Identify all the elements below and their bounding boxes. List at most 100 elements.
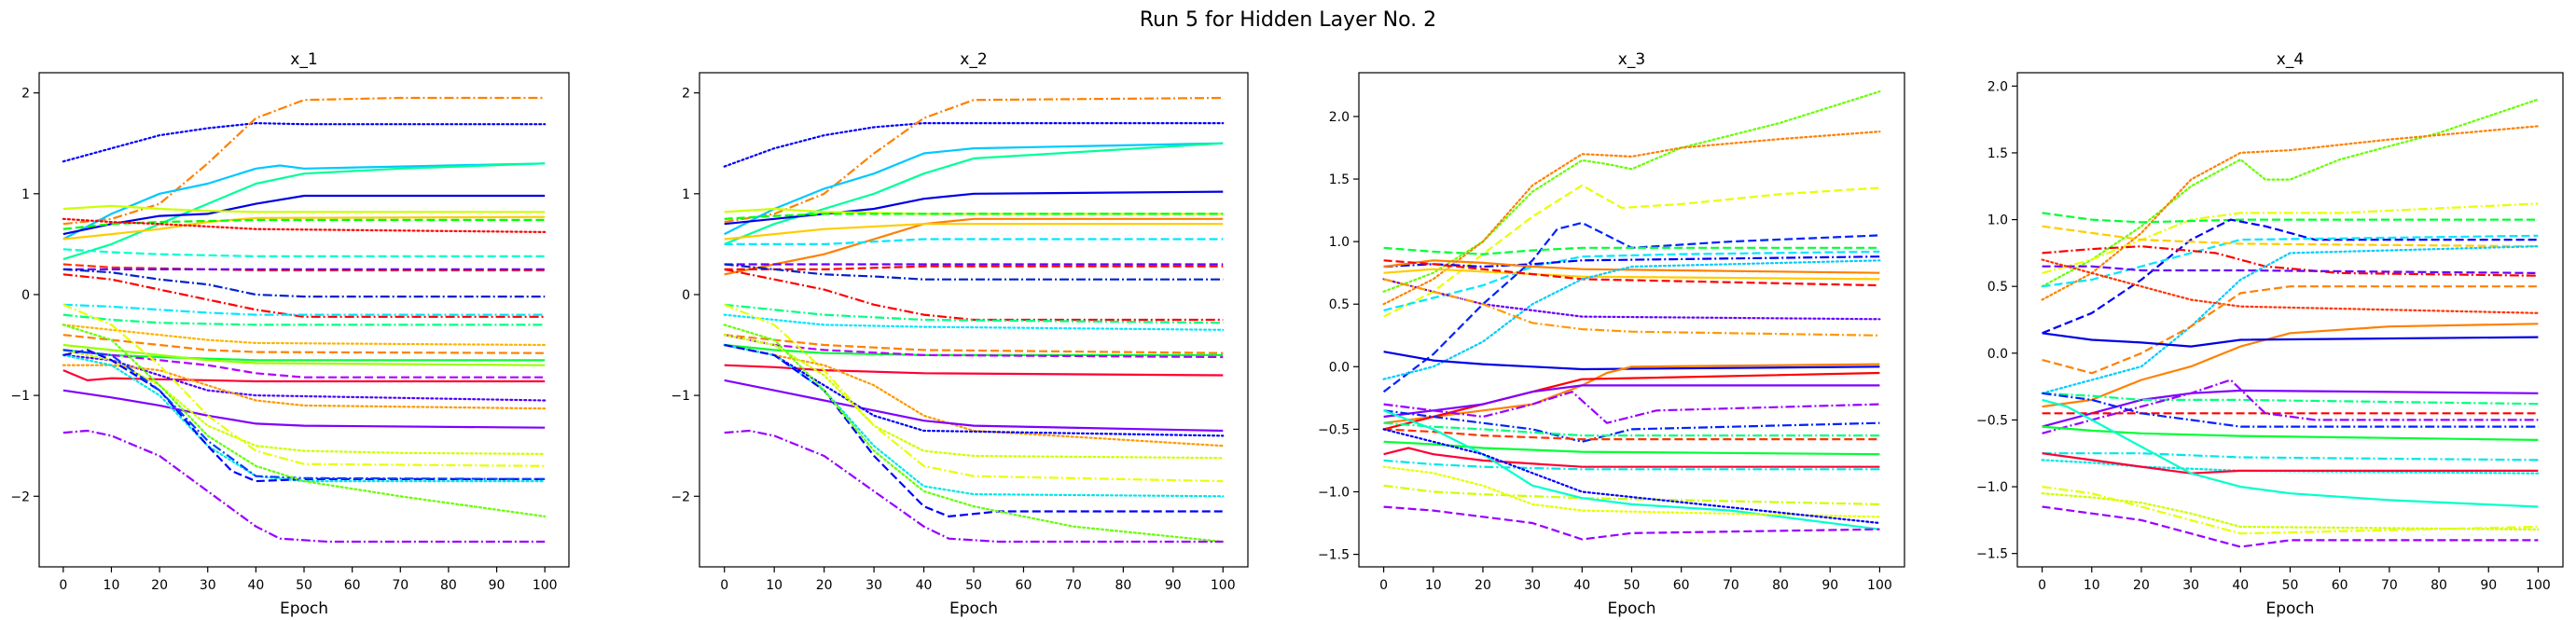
x-tick-label: 0 — [1379, 578, 1388, 593]
series-line-6 — [1383, 246, 1880, 255]
series-line-1 — [1382, 90, 1881, 293]
y-tick-label: −1 — [671, 389, 690, 404]
panel-title: x_1 — [290, 50, 317, 69]
series-line-21 — [2042, 452, 2539, 462]
y-tick-label: 1.0 — [1329, 235, 1350, 250]
series-group — [723, 96, 1225, 544]
x-tick-label: 90 — [2480, 578, 2497, 593]
series-line-15 — [2042, 389, 2539, 428]
series-line-18 — [724, 343, 1224, 356]
panel-3: 0 10 20 30 40 50 60 70 80 90 100 −1.5 −1.0 −0.5 0.0 0.5… — [1318, 50, 1905, 618]
y-tick-label: −1 — [10, 389, 30, 404]
x-tick-label: 80 — [440, 578, 457, 593]
x-tick-label: 100 — [2526, 578, 2551, 593]
y-tick-label: 2 — [682, 87, 690, 102]
x-tick-label: 50 — [965, 578, 982, 593]
series-group — [2041, 98, 2540, 548]
x-axis-label: Epoch — [280, 599, 328, 618]
series-line-26 — [1383, 409, 1880, 530]
series-line-17 — [62, 324, 547, 347]
series-line-2 — [62, 96, 546, 226]
x-tick-label: 90 — [1165, 578, 1182, 593]
y-tick-label: 2 — [21, 87, 30, 102]
series-line-10 — [62, 248, 546, 257]
series-line-13 — [1383, 278, 1880, 337]
x-axis-label: Epoch — [1607, 599, 1655, 618]
series-line-27 — [1382, 465, 1881, 518]
x-tick-label: 70 — [1065, 578, 1082, 593]
series-line-8 — [1383, 259, 1880, 274]
series-line-6 — [2042, 234, 2539, 288]
x-tick-label: 100 — [533, 578, 558, 593]
x-tick-label: 40 — [916, 578, 933, 593]
series-line-14 — [724, 268, 1224, 322]
series-line-16 — [2042, 392, 2539, 406]
series-line-14 — [2042, 332, 2539, 348]
series-line-4 — [62, 162, 546, 261]
series-line-10 — [724, 238, 1224, 245]
series-line-14 — [62, 273, 546, 318]
series-line-9 — [724, 223, 1224, 241]
series-line-28 — [1383, 505, 1880, 541]
y-tick-label: −0.5 — [1976, 413, 2008, 428]
x-tick-label: 60 — [2332, 578, 2348, 593]
series-line-4 — [724, 142, 1224, 245]
series-line-5 — [724, 190, 1224, 226]
series-line-4 — [2042, 212, 2539, 224]
series-line-17 — [1383, 384, 1880, 419]
x-tick-label: 10 — [2084, 578, 2100, 593]
series-line-25 — [1383, 484, 1880, 505]
series-line-25 — [2041, 492, 2540, 531]
panels-group: 0 10 20 30 40 50 60 70 80 90 100 −2 −1 0 1 2 x_1 Epoch 0 10… — [10, 50, 2564, 618]
y-tick-label: 2.0 — [1987, 79, 2008, 94]
series-line-3 — [724, 142, 1224, 236]
series-line-14 — [1383, 351, 1880, 371]
x-tick-label: 30 — [2182, 578, 2199, 593]
series-line-3 — [2042, 202, 2539, 274]
series-group — [1382, 90, 1881, 541]
y-tick-label: 1.5 — [1987, 146, 2008, 161]
y-tick-label: −1.0 — [1318, 485, 1350, 500]
series-line-13 — [62, 268, 546, 298]
y-tick-label: 0 — [21, 288, 30, 303]
series-line-22 — [62, 369, 546, 383]
panel-title: x_3 — [1618, 50, 1645, 69]
series-line-21 — [1383, 428, 1880, 441]
series-line-20 — [62, 343, 546, 366]
y-tick-label: 1.0 — [1987, 214, 2008, 228]
series-line-27 — [62, 303, 546, 467]
series-line-15 — [62, 303, 546, 316]
series-line-19 — [724, 334, 1224, 359]
series-line-27 — [2042, 505, 2539, 548]
x-tick-label: 0 — [2038, 578, 2046, 593]
series-line-20 — [1383, 421, 1880, 437]
series-line-16 — [62, 313, 546, 326]
series-line-18 — [62, 334, 546, 354]
panel-1: 0 10 20 30 40 50 60 70 80 90 100 −2 −1 0 1 2 x_1 Epoch — [10, 50, 570, 618]
y-tick-label: 0.0 — [1329, 360, 1350, 375]
y-tick-label: −0.5 — [1318, 422, 1350, 437]
series-line-29 — [724, 429, 1224, 544]
series-line-18 — [2042, 379, 2539, 434]
series-line-31 — [62, 324, 547, 518]
series-line-3 — [1383, 184, 1880, 318]
x-tick-label: 20 — [2133, 578, 2150, 593]
series-line-23 — [2042, 452, 2539, 475]
y-tick-label: −2 — [10, 489, 30, 504]
series-line-9 — [1383, 268, 1880, 281]
panel-4: 0 10 20 30 40 50 60 70 80 90 100 −1.5 −1.0 −0.5 0.0 0.5… — [1976, 50, 2564, 618]
figure-title: Run 5 for Hidden Layer No. 2 — [1140, 8, 1436, 32]
series-line-18 — [1383, 391, 1880, 424]
x-tick-label: 50 — [1624, 578, 1641, 593]
series-line-9 — [2042, 265, 2539, 274]
series-line-9 — [62, 217, 547, 233]
y-tick-label: 1 — [682, 187, 690, 202]
x-tick-label: 100 — [1867, 578, 1892, 593]
x-axis-label: Epoch — [949, 599, 998, 618]
series-line-1 — [723, 122, 1225, 168]
series-line-12 — [724, 265, 1224, 270]
x-axis-label: Epoch — [2265, 599, 2314, 618]
x-tick-label: 10 — [766, 578, 782, 593]
x-tick-label: 30 — [200, 578, 216, 593]
series-line-11 — [1382, 259, 1881, 380]
